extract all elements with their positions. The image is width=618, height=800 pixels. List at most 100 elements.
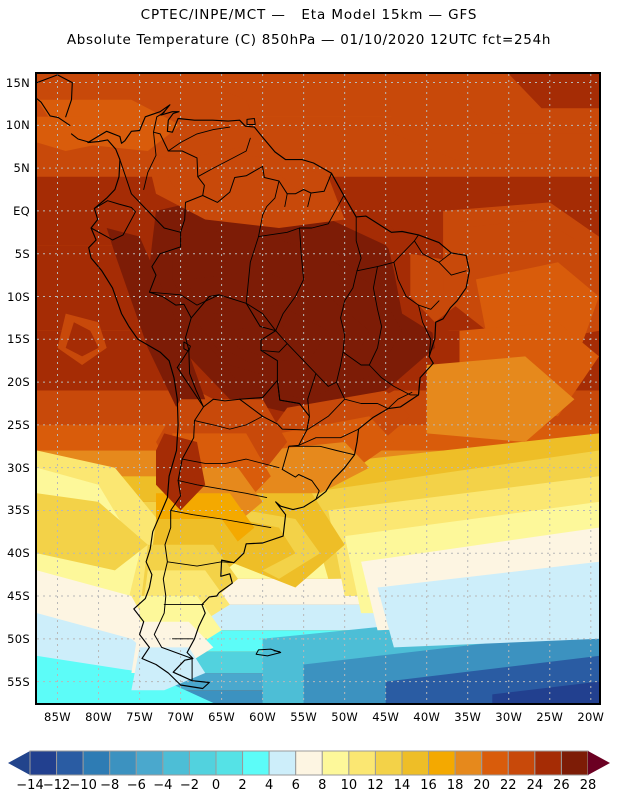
- colorbar-segment: [454, 750, 483, 776]
- x-tick-35W: 35W: [454, 710, 482, 724]
- border-arg-36s: [170, 509, 272, 529]
- border-amazonas-east: [245, 214, 264, 304]
- colorbar-segment: [242, 750, 270, 776]
- border-ecuador: [90, 200, 136, 241]
- coastline-honduras-nicaragua: [37, 74, 73, 118]
- colorbar-tick-16: 16: [420, 778, 437, 793]
- border-peru: [148, 231, 192, 368]
- border-pb-pe: [438, 261, 467, 276]
- border-sc-rs: [288, 445, 355, 456]
- x-tick-55W: 55W: [290, 710, 318, 724]
- colorbar-segment: [481, 750, 509, 776]
- atl-cool-5: [377, 561, 599, 648]
- border-venezuela-central: [197, 137, 251, 178]
- x-tick-25W: 25W: [536, 710, 564, 724]
- colorbar-tick-22: 22: [500, 778, 517, 793]
- x-tick-70W: 70W: [167, 710, 195, 724]
- y-tick-15N: 15N: [5, 75, 30, 90]
- y-tick-5S: 5S: [14, 246, 30, 261]
- colorbar-tick--14: −14: [16, 778, 44, 793]
- colorbar-tick-10: 10: [340, 778, 358, 793]
- border-para-north: [258, 195, 345, 238]
- y-tick-EQ: EQ: [13, 203, 30, 218]
- border-colombia: [119, 112, 205, 233]
- border-guyana-interior: [262, 180, 280, 216]
- colorbar-segment: [215, 750, 244, 776]
- atl-warm5: [426, 356, 575, 442]
- y-tick-20S: 20S: [7, 375, 30, 390]
- border-venezuela-north: [167, 126, 231, 152]
- border-ba-east: [418, 304, 432, 357]
- border-arg-29s: [181, 458, 280, 469]
- x-tick-80W: 80W: [85, 710, 112, 724]
- colorbar-over-arrow: [588, 751, 610, 775]
- x-tick-85W: 85W: [44, 710, 71, 724]
- colorbar-segment: [268, 750, 297, 776]
- coastline-panama: [70, 133, 91, 144]
- colorbar-tick--10: −10: [69, 778, 97, 793]
- island-falklands: [255, 648, 282, 657]
- colorbar-segment: [162, 750, 190, 776]
- colorbar-tick-24: 24: [526, 778, 544, 793]
- border-es: [418, 377, 421, 396]
- y-tick-30S: 30S: [7, 460, 30, 475]
- colorbar-segment: [507, 750, 536, 776]
- y-tick-5N: 5N: [13, 161, 30, 176]
- colorbar-segment: [56, 750, 84, 776]
- colorbar-segment: [348, 750, 376, 776]
- colorbar-swatches: [8, 750, 610, 776]
- north-amazon-2: [164, 159, 304, 211]
- x-tick-60W: 60W: [249, 710, 277, 724]
- colorbar-tick-20: 20: [473, 778, 490, 793]
- colorbar-tick--12: −12: [42, 778, 71, 793]
- colorbar-segment: [428, 750, 456, 776]
- colorbar-segment: [135, 750, 164, 776]
- coastline-central-america: [37, 98, 71, 126]
- y-tick-25S: 25S: [7, 417, 30, 432]
- border-uruguay: [281, 468, 320, 500]
- y-tick-55S: 55S: [7, 674, 30, 689]
- border-go-mg: [342, 351, 370, 366]
- border-sp-north: [336, 381, 389, 410]
- se-brazil-3: [254, 442, 370, 494]
- pacific-warm-blob2: [65, 322, 99, 357]
- colorbar-tick-18: 18: [446, 778, 464, 793]
- colorbar-tick-0: 0: [211, 778, 221, 793]
- border-to-go-mt: [275, 216, 362, 387]
- chart-subtitle: Absolute Temperature (C) 850hPa — 01/10/…: [66, 32, 552, 48]
- border-fguiana-interior: [307, 192, 312, 208]
- colorbar-segment: [188, 750, 217, 776]
- border-suriname-interior: [284, 193, 288, 208]
- colorbar-tick-4: 4: [265, 778, 274, 793]
- colorbar-tick-6: 6: [291, 778, 300, 793]
- x-tick-50W: 50W: [331, 710, 359, 724]
- island-trinidad: [246, 118, 256, 125]
- colorbar-tick-8: 8: [318, 778, 327, 793]
- y-tick-40S: 40S: [7, 546, 30, 561]
- colorbar-under-arrow: [8, 751, 30, 775]
- colorbar-segment: [29, 750, 58, 776]
- pacific-mild: [37, 493, 148, 571]
- y-tick-35S: 35S: [7, 503, 30, 518]
- island-falklands-east: [273, 650, 281, 653]
- colorbar-tick--2: −2: [179, 778, 199, 793]
- y-tick-50S: 50S: [7, 631, 30, 646]
- colorbar-segment: [534, 750, 562, 776]
- border-pi-ba-north: [393, 261, 440, 310]
- x-tick-65W: 65W: [208, 710, 236, 724]
- colorbar-tick-14: 14: [393, 778, 411, 793]
- colorbar-tick--4: −4: [153, 778, 173, 793]
- chart-title: CPTEC/INPE/MCT — Eta Model 15km — GFS: [140, 7, 478, 23]
- y-tick-10S: 10S: [7, 289, 30, 304]
- border-colombia-internal: [143, 131, 157, 190]
- border-sp-pr: [306, 398, 346, 431]
- y-tick-15S: 15S: [7, 332, 30, 347]
- colorbar-tick-28: 28: [579, 778, 597, 793]
- border-mg-ba: [368, 266, 419, 396]
- y-tick-45S: 45S: [7, 589, 30, 604]
- temperature-map: [35, 72, 601, 705]
- colorbar-tick--8: −8: [100, 778, 120, 793]
- colorbar-tick-2: 2: [238, 778, 247, 793]
- border-pr-sc: [298, 428, 360, 446]
